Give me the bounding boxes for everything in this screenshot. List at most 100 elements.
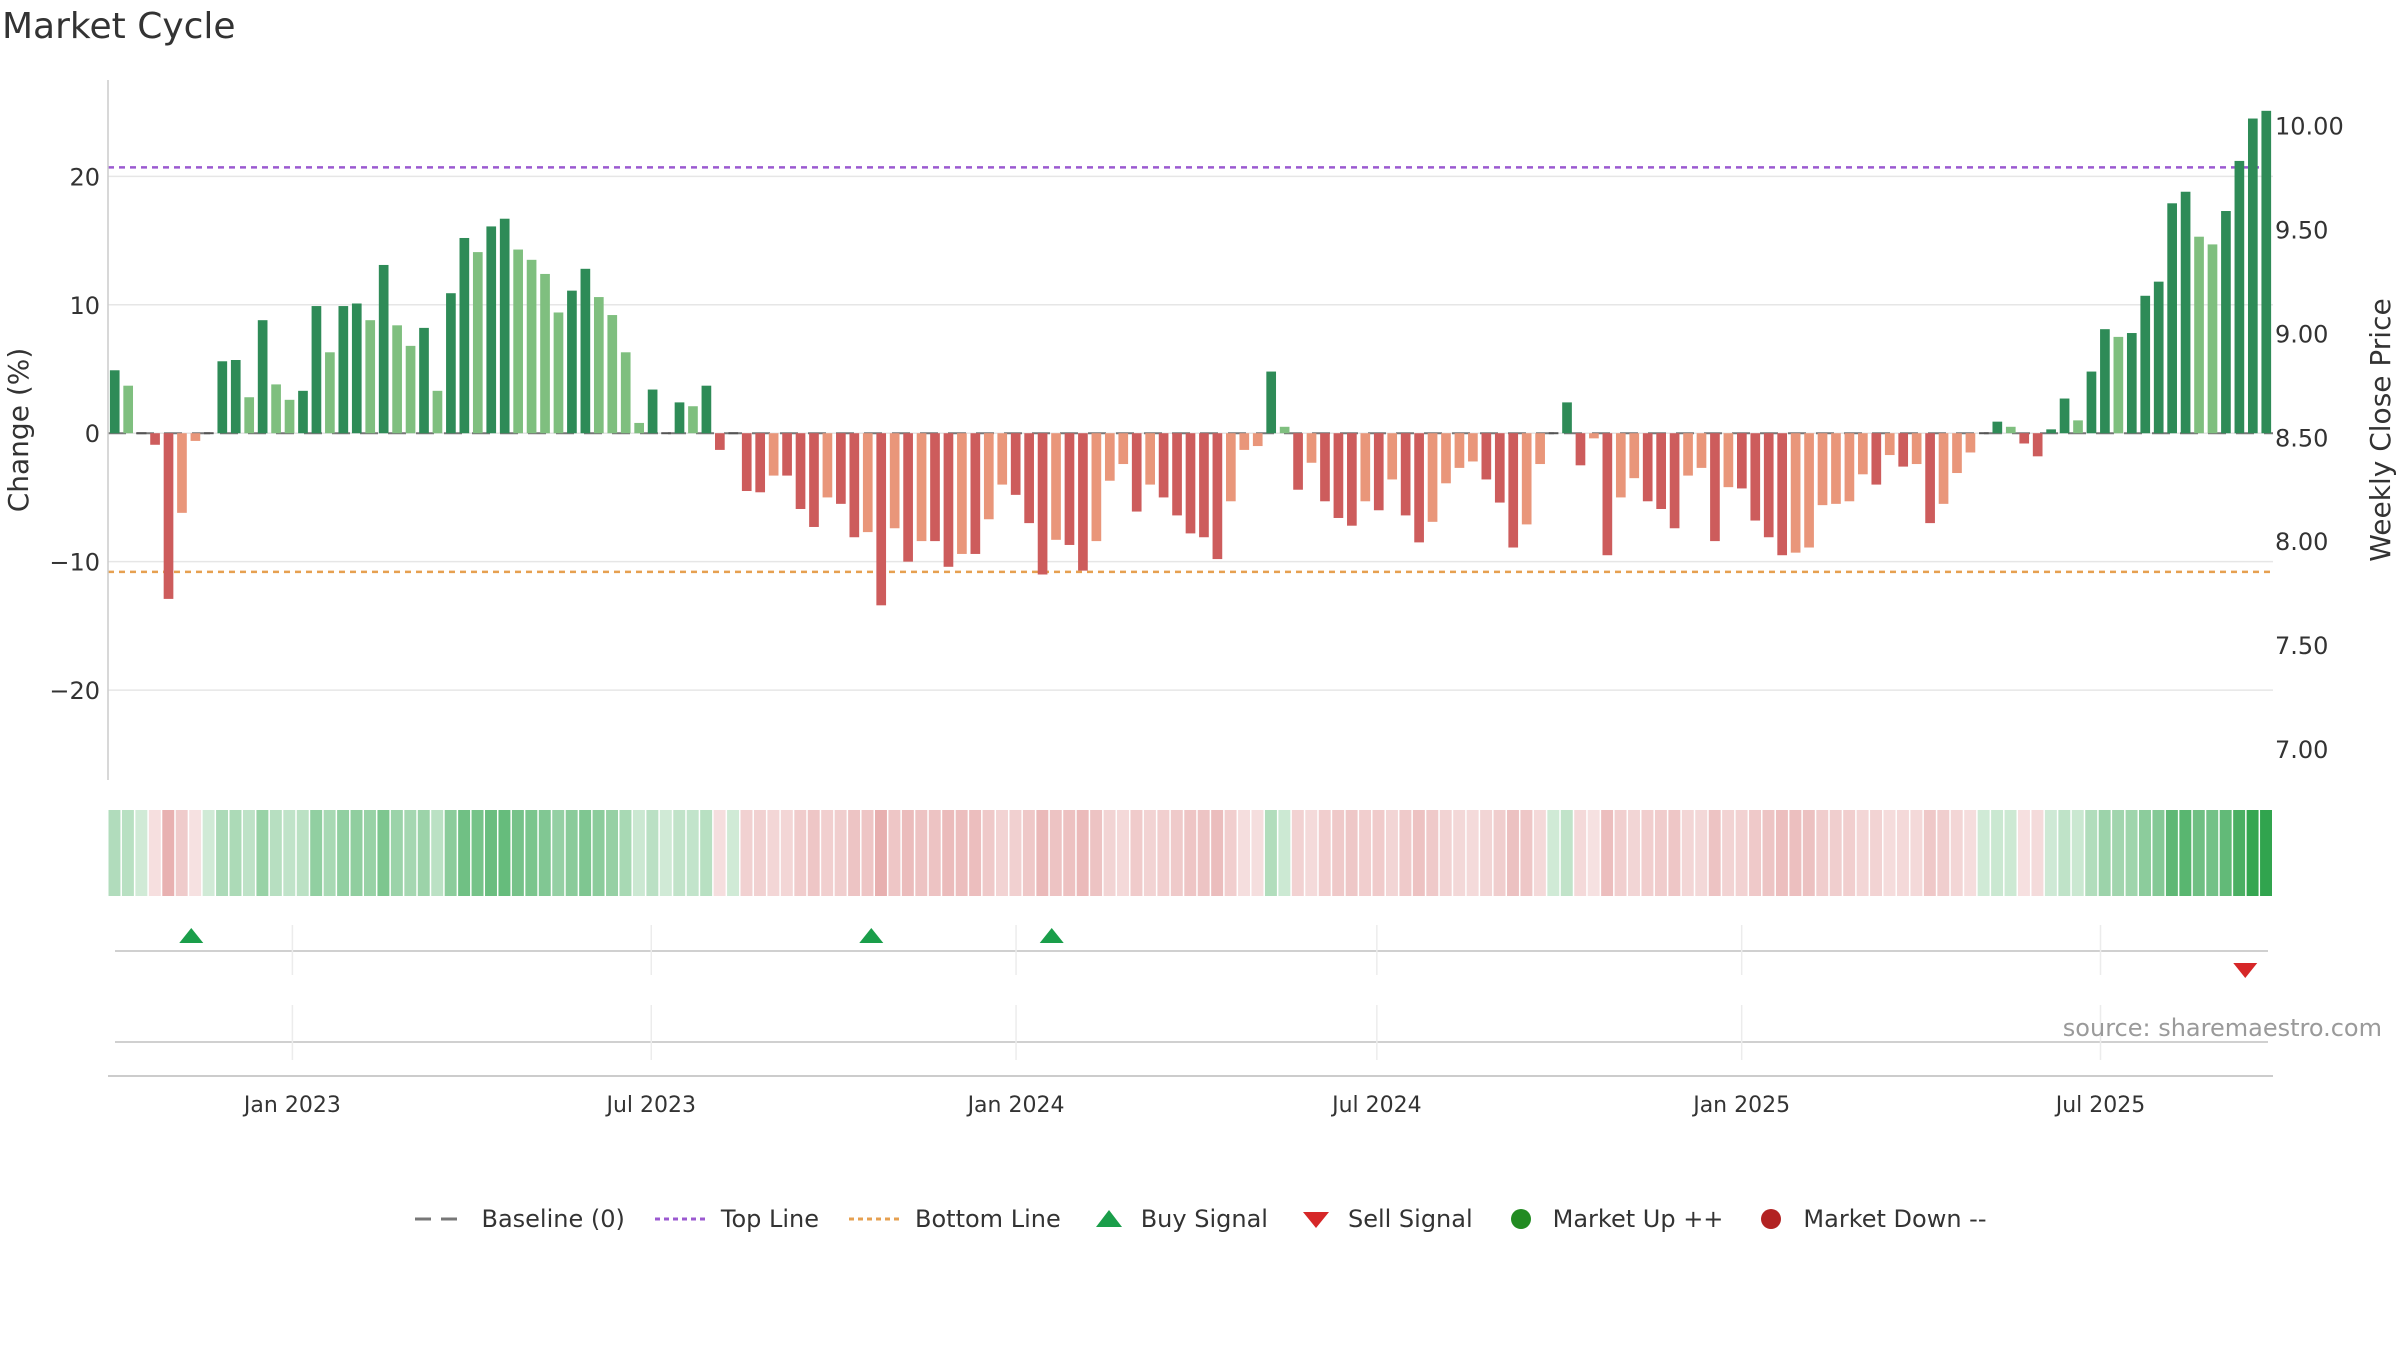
bar (997, 433, 1008, 485)
bar (2167, 203, 2177, 434)
y-axis-right-label: Weekly Close Price (2364, 298, 2397, 561)
heat-cell (1601, 810, 1614, 896)
heat-cell (1762, 810, 1775, 896)
heat-cell (1143, 810, 1156, 896)
bar (1427, 433, 1438, 522)
bar (553, 312, 564, 434)
y-tick-right-label: 9.50 (2275, 217, 2328, 245)
bar (1118, 433, 1129, 465)
sell-triangle-icon (1302, 1212, 1329, 1228)
heat-cell (337, 810, 350, 896)
bar (1226, 433, 1236, 502)
heat-cell (1507, 810, 1519, 896)
bar (1441, 433, 1451, 484)
heat-cell (1170, 810, 1183, 896)
heat-cell (901, 810, 914, 896)
bar (876, 433, 887, 606)
bar (230, 360, 241, 434)
bar (1387, 433, 1398, 480)
bar (1414, 433, 1424, 543)
y-tick-left-label: 10 (69, 292, 100, 320)
bar (1629, 433, 1640, 479)
heat-cell (1049, 810, 1062, 896)
heat-cell (2206, 810, 2219, 896)
bar (526, 259, 537, 434)
heat-cell (2085, 810, 2098, 896)
bar (983, 433, 994, 520)
bar (1400, 433, 1411, 516)
heat-cell (2071, 810, 2084, 896)
heat-cell (1896, 810, 1909, 896)
heat-cell (390, 810, 403, 896)
heat-cell (1977, 810, 1990, 896)
bar (1266, 371, 1277, 434)
heat-cell (2165, 810, 2178, 896)
heat-cell (1883, 810, 1896, 896)
bar (1642, 433, 1653, 502)
bars (109, 110, 2272, 606)
x-tick-label: Jan 2023 (242, 1093, 341, 1118)
bar (1306, 433, 1317, 463)
bar (1898, 433, 1909, 467)
heat-cell (1103, 810, 1116, 896)
bar (1468, 433, 1478, 462)
bar (1615, 433, 1626, 498)
bar (1925, 433, 1935, 524)
bar (2180, 191, 2191, 434)
bar (1333, 433, 1344, 518)
heat-cell (915, 810, 928, 896)
bar (701, 385, 712, 434)
bar-zero (728, 432, 739, 435)
heat-cell (780, 810, 793, 896)
heat-cell (1318, 810, 1331, 896)
heat-cell (700, 810, 713, 896)
bar (634, 422, 645, 434)
heat-cell (1264, 810, 1277, 896)
bar (1347, 433, 1357, 526)
heat-cell (1789, 810, 1802, 896)
heat-cell (2246, 810, 2259, 896)
heat-cell (269, 810, 282, 896)
bar (1051, 433, 1061, 540)
bar (1199, 433, 1209, 538)
heat-cell (162, 810, 175, 896)
legend-market-down-label: Market Down -- (1803, 1205, 1987, 1233)
bar (1602, 433, 1613, 556)
bar (970, 433, 981, 554)
bar (2059, 398, 2070, 434)
heat-cell (1628, 810, 1640, 896)
bar (1750, 433, 1761, 521)
heat-cell (2219, 810, 2232, 896)
bar (2032, 433, 2043, 457)
heat-cell (1453, 810, 1466, 896)
heat-cell (417, 810, 430, 896)
legend-top-line: Top Line (653, 1205, 819, 1233)
bar (177, 433, 187, 513)
bar (2005, 426, 2016, 434)
heat-cell (2058, 810, 2071, 896)
bar (298, 390, 308, 434)
bar (1575, 433, 1586, 466)
heat-cell (673, 810, 686, 896)
bar (567, 290, 577, 434)
heat-cell (471, 810, 484, 896)
bar (768, 433, 779, 476)
heat-cell (1426, 810, 1439, 896)
heat-cell (1385, 810, 1398, 896)
bar (903, 433, 913, 562)
bar (2247, 118, 2258, 434)
bar (1804, 433, 1814, 548)
bar-zero (661, 432, 671, 435)
heat-cell (1964, 810, 1977, 896)
heat-cell (511, 810, 524, 896)
bar-zero (136, 432, 147, 435)
bar (244, 397, 255, 434)
heat-cell (2192, 810, 2205, 896)
y-tick-right-label: 9.00 (2275, 320, 2328, 348)
y-tick-right-label: 8.50 (2275, 424, 2328, 452)
bar (715, 433, 725, 450)
bar (163, 433, 174, 599)
bar (499, 218, 510, 434)
heat-cell (1480, 810, 1493, 896)
market-down-dot-icon (1761, 1209, 1782, 1229)
